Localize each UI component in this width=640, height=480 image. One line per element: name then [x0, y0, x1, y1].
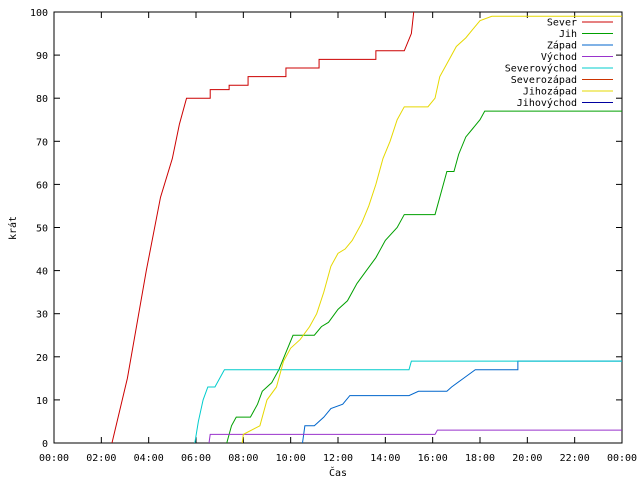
legend-label: Východ	[541, 51, 577, 63]
x-tick-label: 22:00	[560, 453, 590, 464]
x-tick-label: 00:00	[39, 453, 69, 464]
x-axis-label: Čas	[329, 466, 347, 479]
x-tick-label: 10:00	[276, 453, 306, 464]
legend-label: Jihovýchod	[517, 97, 577, 109]
y-tick-label: 100	[30, 8, 48, 19]
y-tick-label: 20	[36, 353, 48, 364]
x-tick-label: 00:00	[607, 453, 637, 464]
series-line-5	[194, 360, 622, 443]
series-line-4	[208, 429, 622, 443]
series-line-1	[111, 12, 415, 443]
x-tick-label: 04:00	[134, 453, 164, 464]
legend-label: Sever	[547, 18, 577, 29]
y-tick-label: 90	[36, 51, 48, 62]
series-line-3	[302, 360, 622, 443]
legend-label: Západ	[547, 40, 577, 52]
x-tick-label: 06:00	[181, 453, 211, 464]
legend-label: Severozápad	[511, 74, 577, 86]
legend-label: Jihozápad	[523, 86, 577, 98]
y-tick-label: 0	[42, 439, 48, 450]
y-tick-label: 50	[36, 224, 48, 235]
x-tick-label: 14:00	[370, 453, 400, 464]
y-tick-label: 60	[36, 180, 48, 191]
x-tick-label: 18:00	[465, 453, 495, 464]
x-tick-label: 20:00	[512, 453, 542, 464]
y-axis-label: krát	[7, 216, 19, 240]
x-tick-label: 08:00	[228, 453, 258, 464]
y-tick-label: 10	[36, 396, 48, 407]
y-tick-label: 40	[36, 267, 48, 278]
legend-label: Severovýchod	[505, 63, 577, 75]
legend: SeverJihZápadVýchodSeverovýchodSeverozáp…	[505, 18, 613, 109]
series-line-7	[241, 15, 622, 443]
y-tick-label: 70	[36, 137, 48, 148]
y-tick-label: 30	[36, 310, 48, 321]
axis-ticks: 00:00 02:00 04:00 06:00 08:00 10:00 12:00 14:00…	[30, 8, 637, 464]
x-tick-label: 12:00	[323, 453, 353, 464]
x-tick-label: 02:00	[86, 453, 116, 464]
legend-label: Jih	[559, 29, 577, 40]
series-layer	[111, 12, 622, 443]
y-tick-label: 80	[36, 94, 48, 105]
series-line-2	[226, 110, 622, 443]
x-tick-label: 16:00	[418, 453, 448, 464]
